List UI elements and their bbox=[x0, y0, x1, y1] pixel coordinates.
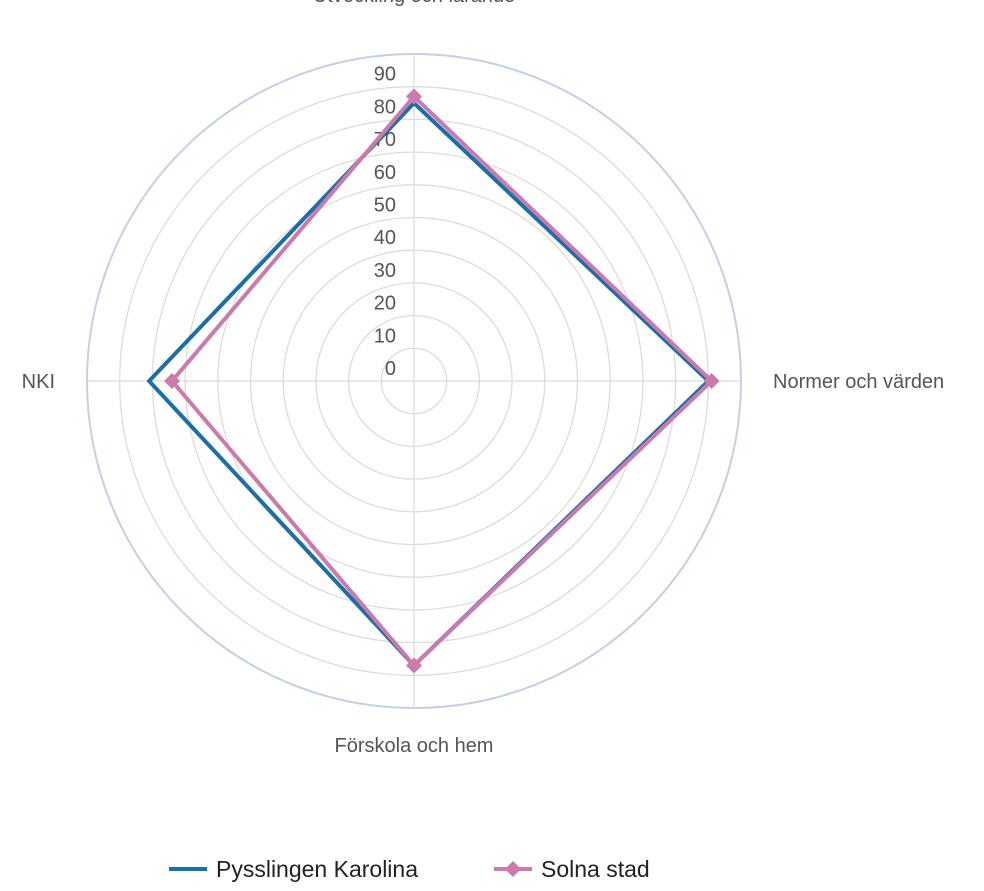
tick-label: 80 bbox=[374, 96, 396, 118]
tick-label: 10 bbox=[374, 325, 396, 347]
tick-label: 50 bbox=[374, 195, 396, 217]
data-point bbox=[406, 657, 422, 674]
tick-label: 40 bbox=[374, 227, 396, 249]
tick-label: 90 bbox=[374, 64, 396, 86]
axis-labels: Utveckling och lärande Normer och värden F… bbox=[22, 0, 945, 757]
series-0 bbox=[146, 100, 712, 669]
category-label: Normer och värden bbox=[773, 371, 944, 393]
tick-label: 0 bbox=[385, 358, 396, 380]
legend-item: Solna stad bbox=[494, 856, 650, 882]
tick-label: 20 bbox=[374, 293, 396, 315]
data-point bbox=[164, 373, 181, 389]
grid-layer bbox=[86, 53, 742, 709]
legend: Pysslingen Karolina Solna stad bbox=[169, 856, 650, 882]
legend-item: Pysslingen Karolina bbox=[169, 856, 418, 882]
series-1 bbox=[164, 88, 720, 674]
category-label: NKI bbox=[22, 371, 55, 393]
data-point bbox=[703, 373, 720, 389]
series-layer bbox=[146, 88, 720, 674]
legend-label: Pysslingen Karolina bbox=[216, 856, 418, 882]
category-label: Förskola och hem bbox=[335, 735, 494, 757]
legend-swatch-marker bbox=[505, 861, 521, 877]
tick-label: 60 bbox=[374, 162, 396, 184]
category-label: Utveckling och lärande bbox=[313, 0, 515, 7]
series-line bbox=[146, 100, 712, 669]
data-point bbox=[406, 88, 422, 105]
tick-label: 30 bbox=[374, 260, 396, 282]
legend-label: Solna stad bbox=[541, 856, 650, 882]
